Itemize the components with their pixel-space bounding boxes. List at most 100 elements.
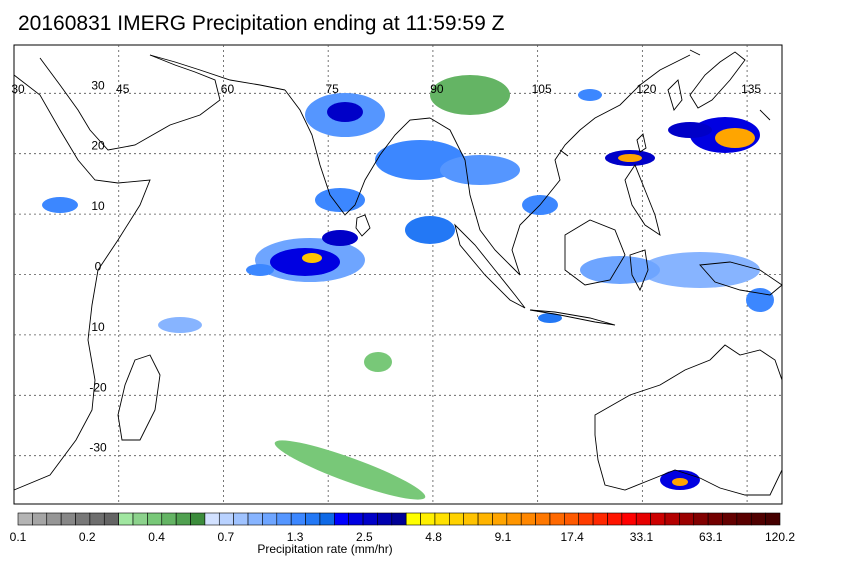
lat-tick-label: -20: [89, 380, 107, 394]
precip-patch: [668, 122, 712, 138]
coast-islands: [559, 49, 771, 157]
colorbar-swatch: [492, 512, 508, 526]
coast-india: [284, 89, 431, 216]
precip-patch: [405, 216, 455, 244]
colorbar-swatch: [535, 512, 551, 526]
colorbar-swatches: [17, 512, 781, 526]
precip-patch: [618, 154, 642, 162]
colorbar-swatch: [520, 512, 536, 526]
precip-patch: [274, 440, 426, 500]
colorbar-label: 0.2: [79, 530, 96, 544]
colorbar-swatch: [276, 512, 292, 526]
precip-patch: [246, 264, 274, 276]
lon-tick-label: 60: [221, 82, 235, 96]
colorbar-swatch: [247, 512, 263, 526]
coast-philippines: [624, 164, 661, 237]
latitude-labels: 30 20 10 0 10 -20 -30: [89, 78, 107, 454]
colorbar-swatch: [621, 512, 637, 526]
longitude-labels: 30 45 60 75 90 105 120 135: [11, 82, 761, 96]
colorbar-swatch: [218, 512, 234, 526]
precip-patch: [302, 253, 322, 263]
colorbar-swatch: [262, 512, 278, 526]
colorbar-swatch: [319, 512, 335, 526]
colorbar-label: 17.4: [561, 530, 585, 544]
precip-patch: [322, 230, 358, 246]
colorbar-swatch: [693, 512, 709, 526]
coast-africa: [13, 74, 151, 491]
precip-patch: [42, 197, 78, 213]
colorbar-swatch: [592, 512, 608, 526]
lat-tick-label: 10: [91, 199, 105, 213]
colorbar-swatch: [506, 512, 522, 526]
colorbar-swatch: [549, 512, 565, 526]
colorbar-swatch: [362, 512, 378, 526]
colorbar-label: 120.2: [765, 530, 795, 544]
colorbar-swatch: [334, 512, 349, 526]
lon-tick-label: 135: [741, 82, 761, 96]
colorbar-swatch: [664, 512, 680, 526]
colorbar-label: 9.1: [495, 530, 512, 544]
colorbar-swatch: [348, 512, 364, 526]
colorbar-title: Precipitation rate (mm/hr): [257, 542, 393, 556]
colorbar-label: 1.3: [287, 530, 304, 544]
colorbar-label: 0.4: [148, 530, 165, 544]
colorbar-swatch: [46, 512, 62, 526]
colorbar-swatch: [420, 512, 436, 526]
coast-sumatra: [454, 223, 526, 309]
coast-borneo: [564, 219, 626, 286]
coast-madagascar: [117, 354, 161, 441]
colorbar-swatch: [722, 512, 738, 526]
colorbar-swatch: [750, 512, 766, 526]
precip-patch: [640, 252, 760, 288]
precip-patch: [746, 288, 774, 312]
colorbar-swatch: [449, 512, 464, 526]
colorbar-swatch: [477, 512, 493, 526]
lon-tick-label: 45: [116, 82, 130, 96]
colorbar-swatch: [175, 512, 191, 526]
colorbar-label: 33.1: [630, 530, 654, 544]
colorbar-labels: 0.1 0.2 0.4 0.7 1.3 2.5 4.8 9.1 17.4 33.1 63.1 120.…: [10, 530, 796, 544]
lon-tick-label: 75: [326, 82, 340, 96]
precip-patch: [578, 89, 602, 101]
coast-australia: [594, 344, 783, 496]
coast-korea: [667, 79, 683, 111]
precip-patch: [672, 478, 688, 486]
coast-java: [529, 309, 616, 326]
colorbar-label: 4.8: [425, 530, 442, 544]
precip-patch: [440, 155, 520, 185]
colorbar-swatch: [89, 512, 105, 526]
colorbar-swatch: [204, 512, 220, 526]
colorbar-label: 63.1: [699, 530, 723, 544]
precip-patch: [315, 188, 365, 212]
colorbar-swatch: [434, 512, 450, 526]
coastlines: [13, 49, 783, 496]
colorbar-swatch: [391, 512, 407, 526]
colorbar-swatch: [60, 512, 76, 526]
colorbar-swatch: [405, 512, 421, 526]
colorbar-swatch: [635, 512, 651, 526]
precipitation-field: [42, 75, 774, 500]
precip-patch: [158, 317, 202, 333]
lat-tick-label: -30: [89, 441, 107, 455]
colorbar-swatch: [377, 512, 393, 526]
colorbar-swatch: [147, 512, 163, 526]
colorbar-swatch: [463, 512, 479, 526]
precip-patch: [327, 102, 363, 122]
colorbar-swatch: [32, 512, 48, 526]
colorbar-swatch: [564, 512, 580, 526]
colorbar-label: 0.1: [10, 530, 27, 544]
chart-title: 20160831 IMERG Precipitation ending at 1…: [18, 12, 505, 35]
colorbar-swatch: [190, 512, 206, 526]
colorbar-swatch: [161, 512, 177, 526]
colorbar-swatch: [736, 512, 752, 526]
colorbar-swatch: [103, 512, 119, 526]
precip-patch: [538, 313, 562, 323]
colorbar-label: 2.5: [356, 530, 373, 544]
lat-tick-label: 30: [91, 78, 105, 92]
coast-srilanka: [355, 214, 371, 237]
coast-newguinea: [699, 261, 783, 296]
lat-tick-label: 0: [95, 260, 102, 274]
coast-sulawesi: [629, 249, 649, 292]
